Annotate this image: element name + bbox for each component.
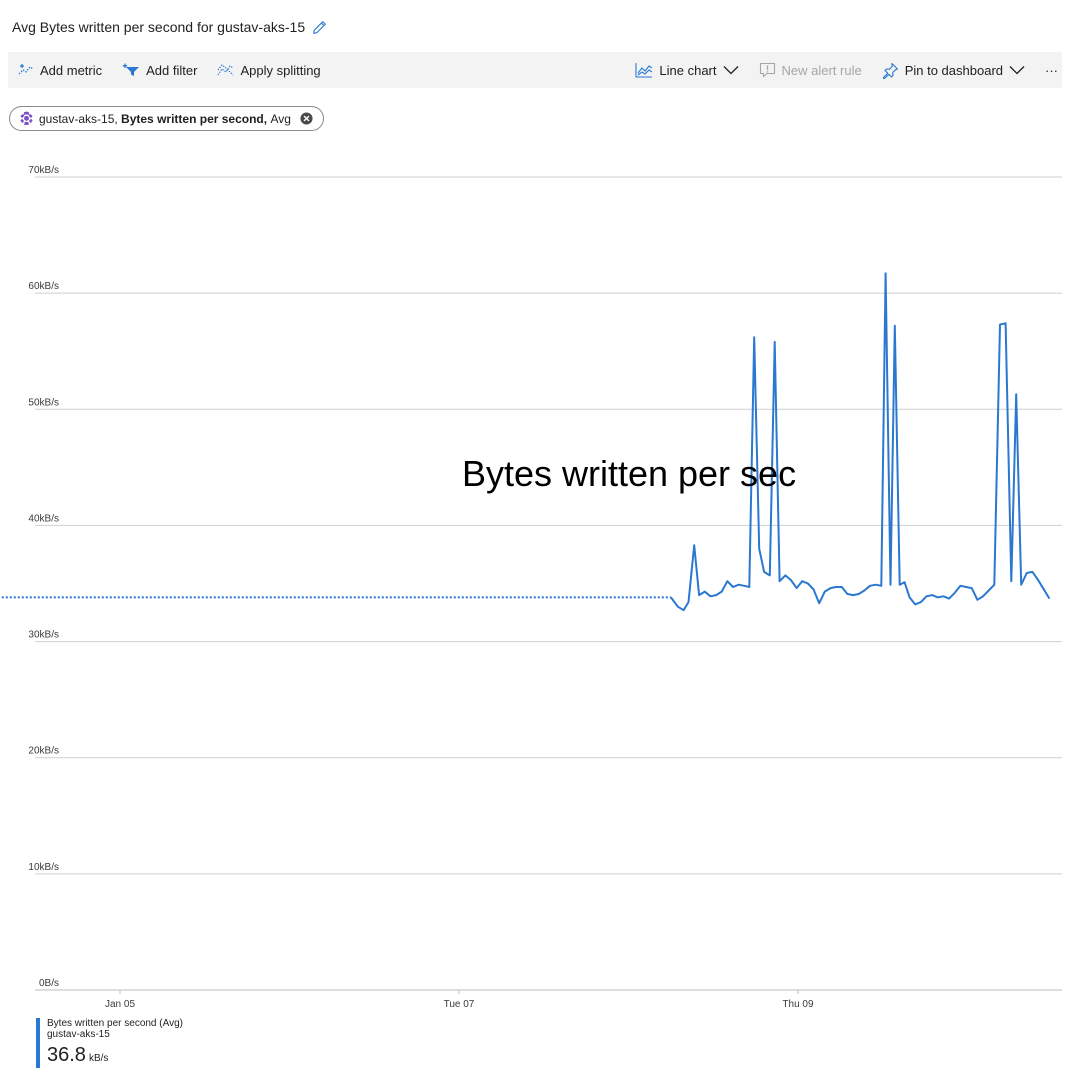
y-tick-label: 40kB/s (28, 513, 59, 524)
add-metric-button[interactable]: Add metric (8, 52, 112, 88)
chart-title: Avg Bytes written per second for gustav-… (12, 19, 306, 35)
close-circle-icon[interactable] (300, 112, 313, 125)
chart-svg: 0B/s 10kB/s 20kB/s 30kB/s 40kB/s 50kB/s 60kB/s… (0, 165, 1062, 1010)
y-tick-label: 50kB/s (28, 397, 59, 408)
more-options-button[interactable]: ··· (1035, 52, 1062, 88)
apply-splitting-button[interactable]: Apply splitting (207, 52, 330, 88)
y-tick-label: 70kB/s (28, 165, 59, 176)
line-chart-icon (635, 62, 653, 78)
add-filter-label: Add filter (146, 62, 198, 78)
legend-value-number: 36.8 (47, 1044, 86, 1066)
add-filter-button[interactable]: Add filter (112, 52, 207, 88)
chart-type-dropdown[interactable]: Line chart (625, 52, 748, 88)
y-tick-label: 60kB/s (28, 281, 59, 292)
new-alert-rule-button[interactable]: New alert rule (749, 52, 872, 88)
y-tick-label: 20kB/s (28, 746, 59, 757)
pill-resource: gustav-aks-15, (39, 111, 118, 126)
pin-to-dashboard-label: Pin to dashboard (904, 62, 1003, 78)
alert-icon (759, 62, 776, 78)
legend-color-bar (36, 1018, 40, 1068)
legend-value: 36.8 kB/s (47, 1043, 183, 1071)
chart-overlay-text: Bytes written per sec (462, 453, 796, 494)
new-alert-rule-label: New alert rule (781, 62, 862, 78)
y-tick-label: 30kB/s (28, 630, 59, 641)
chart-type-label: Line chart (659, 62, 717, 78)
x-tick-label: Jan 05 (105, 999, 135, 1010)
legend-value-unit: kB/s (88, 1053, 109, 1064)
line-chart[interactable]: 0B/s 10kB/s 20kB/s 30kB/s 40kB/s 50kB/s 60kB/s… (0, 150, 1086, 1020)
chart-toolbar: Add metric Add filter Apply splitting (8, 52, 1062, 88)
legend-resource: gustav-aks-15 (47, 1029, 110, 1040)
chart-title-row: Avg Bytes written per second for gustav-… (12, 16, 327, 38)
pin-icon (882, 62, 899, 79)
y-tick-label: 10kB/s (28, 862, 59, 873)
x-tick-label: Thu 09 (782, 999, 814, 1010)
pencil-icon[interactable] (312, 20, 327, 35)
y-tick-label: 0B/s (39, 978, 59, 989)
splitting-icon (217, 63, 234, 77)
apply-splitting-label: Apply splitting (240, 62, 321, 78)
pill-metric: Bytes written per second, (121, 111, 268, 126)
x-tick-label: Tue 07 (444, 999, 475, 1010)
series-line (670, 272, 1051, 612)
kubernetes-icon (19, 111, 34, 126)
chart-legend[interactable]: Bytes written per second (Avg) gustav-ak… (36, 1018, 183, 1071)
metric-pill[interactable]: gustav-aks-15, Bytes written per second,… (9, 106, 324, 131)
chevron-down-icon (1009, 65, 1025, 75)
add-metric-label: Add metric (40, 62, 103, 78)
funnel-icon (122, 63, 140, 77)
add-metric-icon (18, 63, 34, 77)
chevron-down-icon (723, 65, 739, 75)
ellipsis-icon: ··· (1045, 62, 1058, 78)
pin-to-dashboard-button[interactable]: Pin to dashboard (872, 52, 1035, 88)
legend-metric-label: Bytes written per second (Avg) (47, 1018, 183, 1029)
pill-aggregation: Avg (270, 111, 291, 126)
